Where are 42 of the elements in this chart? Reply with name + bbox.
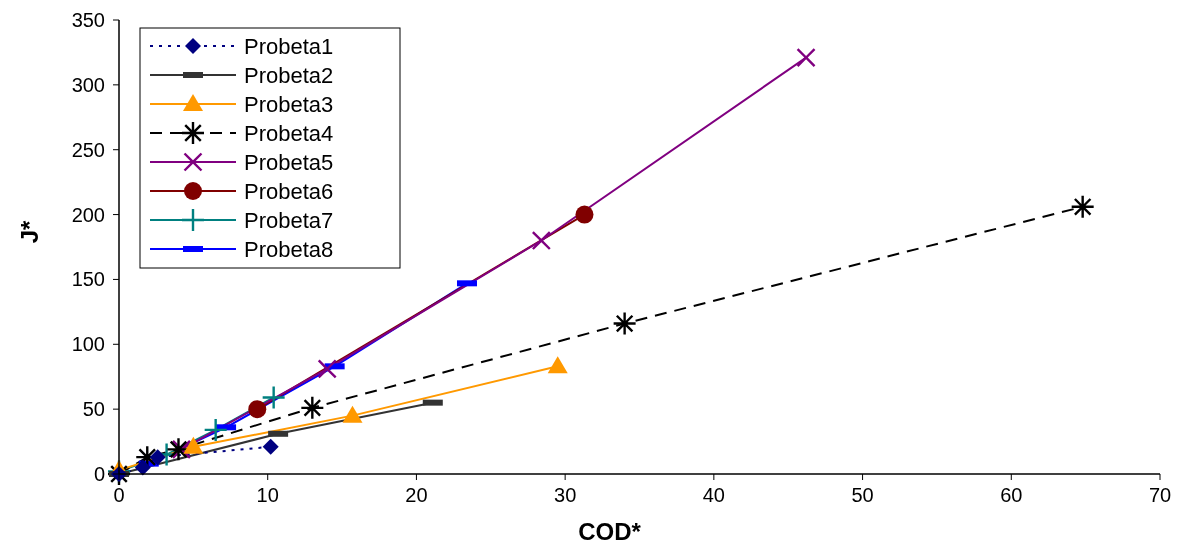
point: [149, 449, 166, 466]
point: [547, 356, 568, 374]
point: [248, 400, 267, 419]
point: [301, 396, 324, 419]
x-tick-label: 50: [851, 484, 874, 506]
x-tick-label: 30: [554, 484, 577, 506]
y-tick-label: 200: [71, 203, 105, 226]
point: [262, 438, 279, 455]
legend-label: Probeta3: [244, 92, 334, 117]
point: [613, 312, 636, 335]
legend-label: Probeta7: [244, 208, 334, 233]
y-tick-label: 0: [93, 463, 105, 485]
legend-label: Probeta2: [244, 63, 334, 88]
point: [204, 418, 227, 441]
x-axis-title: COD*: [578, 518, 642, 545]
point: [262, 386, 285, 409]
y-tick-label: 300: [71, 73, 105, 96]
point: [317, 359, 337, 379]
legend-label: Probeta8: [244, 237, 334, 262]
y-tick-label: 250: [71, 138, 105, 161]
x-tick-label: 60: [1000, 484, 1023, 506]
point: [167, 438, 190, 461]
y-tick-label: 50: [82, 398, 105, 421]
y-tick-label: 100: [71, 333, 105, 356]
x-tick-label: 70: [1148, 484, 1172, 506]
x-tick-label: 20: [405, 484, 428, 506]
y-tick-label: 150: [71, 268, 105, 291]
point: [183, 436, 204, 454]
y-axis-title: J*: [16, 220, 43, 244]
legend-label: Probeta5: [244, 150, 334, 175]
point: [796, 48, 816, 67]
x-tick-label: 10: [256, 484, 279, 506]
legend-label: Probeta6: [244, 179, 334, 204]
x-tick-label: 0: [113, 484, 125, 506]
point: [1071, 195, 1094, 218]
point: [575, 205, 594, 224]
legend-label: Probeta1: [244, 34, 334, 59]
legend-label: Probeta4: [244, 121, 334, 146]
point: [342, 405, 363, 423]
point: [134, 459, 151, 476]
x-tick-label: 40: [702, 484, 725, 506]
y-tick-label: 350: [71, 9, 105, 31]
